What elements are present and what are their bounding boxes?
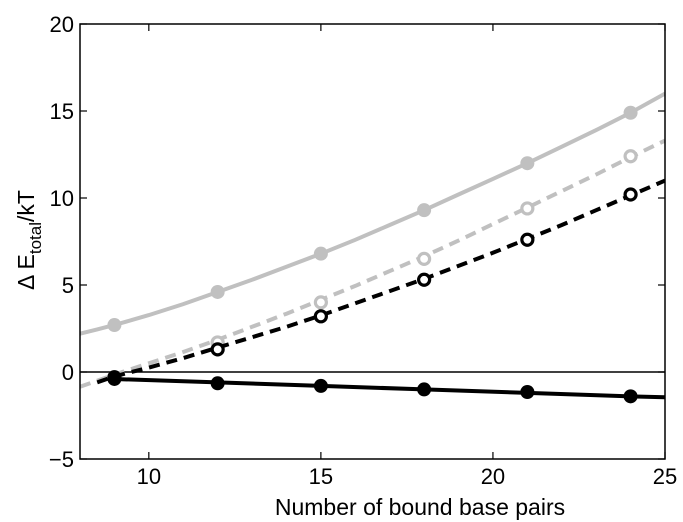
series-2-point (313, 295, 328, 310)
y-axis-label-sub: total (26, 222, 45, 254)
y-tick-label: 20 (50, 12, 74, 37)
series-4-point (417, 382, 432, 397)
series-4-point (623, 389, 638, 404)
series-2-point (623, 149, 638, 164)
series-1-point (623, 105, 638, 120)
y-axis-label-main: Δ E (13, 254, 39, 290)
y-tick-label: 10 (50, 186, 74, 211)
series-4-point (520, 385, 535, 400)
series-3-point (623, 187, 638, 202)
series-2-line (80, 138, 665, 389)
series-3-point (520, 232, 535, 247)
series-4-point (107, 371, 122, 386)
y-tick-label: 15 (50, 99, 74, 124)
x-axis-label: Number of bound base pairs (275, 494, 565, 520)
ticks: 10 15 20 25 −5 0 5 10 15 20 (49, 12, 677, 489)
series-1-point (107, 318, 122, 333)
series-3-line (96, 178, 665, 385)
series-2-point (520, 201, 535, 216)
x-tick-label: 20 (481, 464, 505, 489)
y-axis-label: Δ Etotal/kT (13, 190, 45, 290)
x-tick-label: 25 (653, 464, 677, 489)
y-tick-label: −5 (49, 447, 74, 472)
plot-area (80, 91, 665, 404)
x-tick-label: 15 (309, 464, 333, 489)
y-tick-label: 0 (62, 360, 74, 385)
series-1-line (80, 91, 665, 336)
series-4-point (313, 378, 328, 393)
series-1-point (210, 284, 225, 299)
series-3-point (313, 309, 328, 324)
series-3-point (417, 272, 432, 287)
series-1-point (520, 156, 535, 171)
series-1-point (417, 203, 432, 218)
series-2-point (417, 251, 432, 266)
plot-frame (79, 23, 666, 460)
series-3-point (210, 342, 225, 357)
x-tick-label: 10 (137, 464, 161, 489)
y-axis-label-tail: /kT (13, 190, 39, 222)
y-tick-label: 5 (62, 273, 74, 298)
series-1-point (313, 246, 328, 261)
axes (79, 23, 666, 460)
series-4-point (210, 376, 225, 391)
